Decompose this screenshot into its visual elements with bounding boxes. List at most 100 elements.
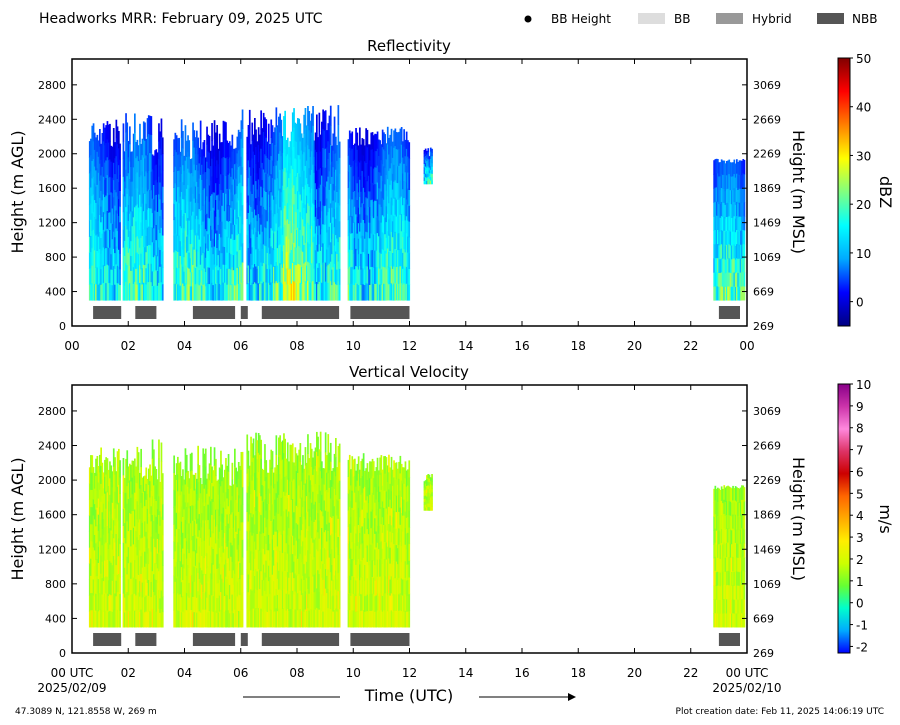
reflectivity-heat-cell bbox=[99, 180, 101, 198]
vertical-velocity-heat-cell bbox=[239, 530, 241, 547]
vertical-velocity-heat-cell bbox=[153, 556, 155, 575]
vertical-velocity-heat-cell bbox=[96, 524, 99, 542]
reflectivity-heat-cell bbox=[197, 186, 199, 204]
reflectivity-heat-cell bbox=[188, 156, 191, 173]
vertical-velocity-heat-cell bbox=[312, 610, 314, 628]
reflectivity-heat-cell bbox=[187, 234, 189, 252]
reflectivity-heat-cell bbox=[326, 232, 328, 250]
reflectivity-heat-cell bbox=[423, 156, 426, 161]
reflectivity-heat-cell bbox=[305, 195, 308, 214]
reflectivity-heat-cell bbox=[90, 284, 92, 301]
reflectivity-heat-cell bbox=[738, 272, 741, 287]
vertical-velocity-heat-cell bbox=[142, 491, 145, 507]
vertical-velocity-heat-cell bbox=[329, 479, 332, 499]
reflectivity-heat-cell bbox=[376, 215, 379, 234]
vertical-velocity-heat-cell bbox=[294, 483, 297, 502]
reflectivity-heat-cell bbox=[737, 162, 739, 177]
reflectivity-heat-cell bbox=[428, 170, 431, 174]
vertical-velocity-heat-cell bbox=[333, 488, 336, 507]
reflectivity-heat-cell bbox=[279, 206, 281, 226]
reflectivity-heat-cell bbox=[96, 184, 99, 202]
reflectivity-heat-cell bbox=[232, 148, 235, 165]
vertical-velocity-heat-cell bbox=[213, 591, 216, 610]
reflectivity-heat-cell bbox=[405, 283, 408, 301]
vertical-velocity-heat-cell bbox=[337, 536, 340, 555]
reflectivity-heat-cell bbox=[336, 253, 338, 270]
vertical-velocity-heat-cell bbox=[107, 579, 110, 596]
vertical-velocity-heat-cell bbox=[107, 564, 110, 581]
reflectivity-heat-cell bbox=[265, 209, 268, 229]
vertical-velocity-heat-cell bbox=[297, 489, 299, 508]
vertical-velocity-heat-cell bbox=[131, 593, 134, 611]
vertical-velocity-heat-cell bbox=[300, 529, 303, 547]
reflectivity-heat-cell bbox=[729, 189, 732, 204]
reflectivity-heat-cell bbox=[386, 144, 389, 162]
reflectivity-heat-cell bbox=[361, 267, 364, 285]
vertical-velocity-heat-cell bbox=[178, 577, 180, 595]
reflectivity-heat-cell bbox=[333, 190, 336, 209]
reflectivity-heat-cell bbox=[386, 178, 389, 197]
reflectivity-heat-cell bbox=[212, 145, 215, 162]
reflectivity-heat-cell bbox=[399, 197, 402, 215]
vertical-velocity-heat-cell bbox=[356, 561, 359, 579]
vertical-velocity-heat-cell bbox=[182, 548, 184, 565]
reflectivity-heat-cell bbox=[722, 202, 724, 217]
reflectivity-heat-cell bbox=[719, 189, 722, 204]
vertical-velocity-heat-cell bbox=[352, 509, 355, 527]
vertical-velocity-heat-cell bbox=[179, 478, 182, 496]
reflectivity-heat-cell bbox=[367, 206, 370, 223]
reflectivity-heat-cell bbox=[173, 203, 175, 221]
vertical-velocity-heat-cell bbox=[294, 555, 297, 574]
vertical-velocity-heat-cell bbox=[180, 596, 183, 613]
reflectivity-heat-cell bbox=[119, 268, 121, 285]
reflectivity-heat-cell bbox=[359, 162, 361, 180]
vertical-velocity-heat-cell bbox=[289, 463, 292, 482]
reflectivity-heat-cell bbox=[359, 179, 361, 197]
vertical-velocity-heat-cell bbox=[312, 525, 314, 543]
reflectivity-heat-cell bbox=[369, 206, 371, 223]
reflectivity-heat-cell bbox=[202, 252, 205, 269]
reflectivity-heat-cell bbox=[290, 148, 293, 166]
vertical-velocity-heat-cell bbox=[303, 563, 305, 580]
vertical-velocity-heat-cell bbox=[321, 527, 323, 545]
vertical-velocity-heat-cell bbox=[293, 511, 295, 529]
vertical-velocity-heat-cell bbox=[362, 453, 365, 471]
reflectivity-heat-cell bbox=[728, 201, 731, 217]
vertical-velocity-heat-cell bbox=[376, 610, 379, 628]
reflectivity-heat-cell bbox=[312, 183, 314, 204]
reflectivity-heat-cell bbox=[231, 184, 234, 202]
vertical-velocity-heat-cell bbox=[99, 558, 101, 576]
reflectivity-heat-cell bbox=[256, 268, 259, 285]
vertical-velocity-precip-block bbox=[173, 445, 240, 628]
reflectivity-heat-cell bbox=[286, 170, 289, 187]
vertical-velocity-heat-cell bbox=[217, 597, 220, 613]
vertical-velocity-heat-cell bbox=[303, 611, 305, 628]
vertical-velocity-heat-cell bbox=[160, 479, 163, 499]
reflectivity-heat-cell bbox=[248, 166, 251, 187]
vertical-velocity-heat-cell bbox=[207, 596, 210, 613]
vertical-velocity-heat-cell bbox=[161, 550, 164, 566]
reflectivity-heat-cell bbox=[429, 151, 432, 156]
reflectivity-heat-cell bbox=[173, 235, 175, 253]
reflectivity-heat-cell bbox=[403, 248, 405, 267]
reflectivity-heat-cell bbox=[250, 191, 252, 207]
reflectivity-heat-cell bbox=[215, 266, 217, 284]
reflectivity-heat-cell bbox=[328, 189, 331, 209]
reflectivity-heat-cell bbox=[191, 271, 193, 287]
reflectivity-heat-cell bbox=[365, 214, 367, 232]
reflectivity-heat-cell bbox=[403, 197, 405, 216]
vertical-velocity-heat-cell bbox=[255, 549, 257, 570]
reflectivity-heat-cell bbox=[215, 283, 217, 301]
vertical-velocity-heat-cell bbox=[262, 485, 265, 502]
vertical-velocity-heat-cell bbox=[99, 609, 101, 628]
vertical-velocity-heat-cell bbox=[318, 591, 321, 610]
reflectivity-heat-cell bbox=[424, 152, 427, 156]
reflectivity-heat-cell bbox=[423, 153, 426, 158]
vertical-velocity-heat-cell bbox=[197, 518, 199, 537]
vertical-velocity-heat-cell bbox=[302, 592, 304, 611]
reflectivity-heat-cell bbox=[362, 251, 365, 269]
vertical-velocity-heat-cell bbox=[383, 473, 385, 491]
vertical-velocity-heat-cell bbox=[307, 607, 309, 628]
vertical-velocity-heat-cell bbox=[212, 595, 215, 612]
reflectivity-heat-cell bbox=[189, 215, 192, 230]
